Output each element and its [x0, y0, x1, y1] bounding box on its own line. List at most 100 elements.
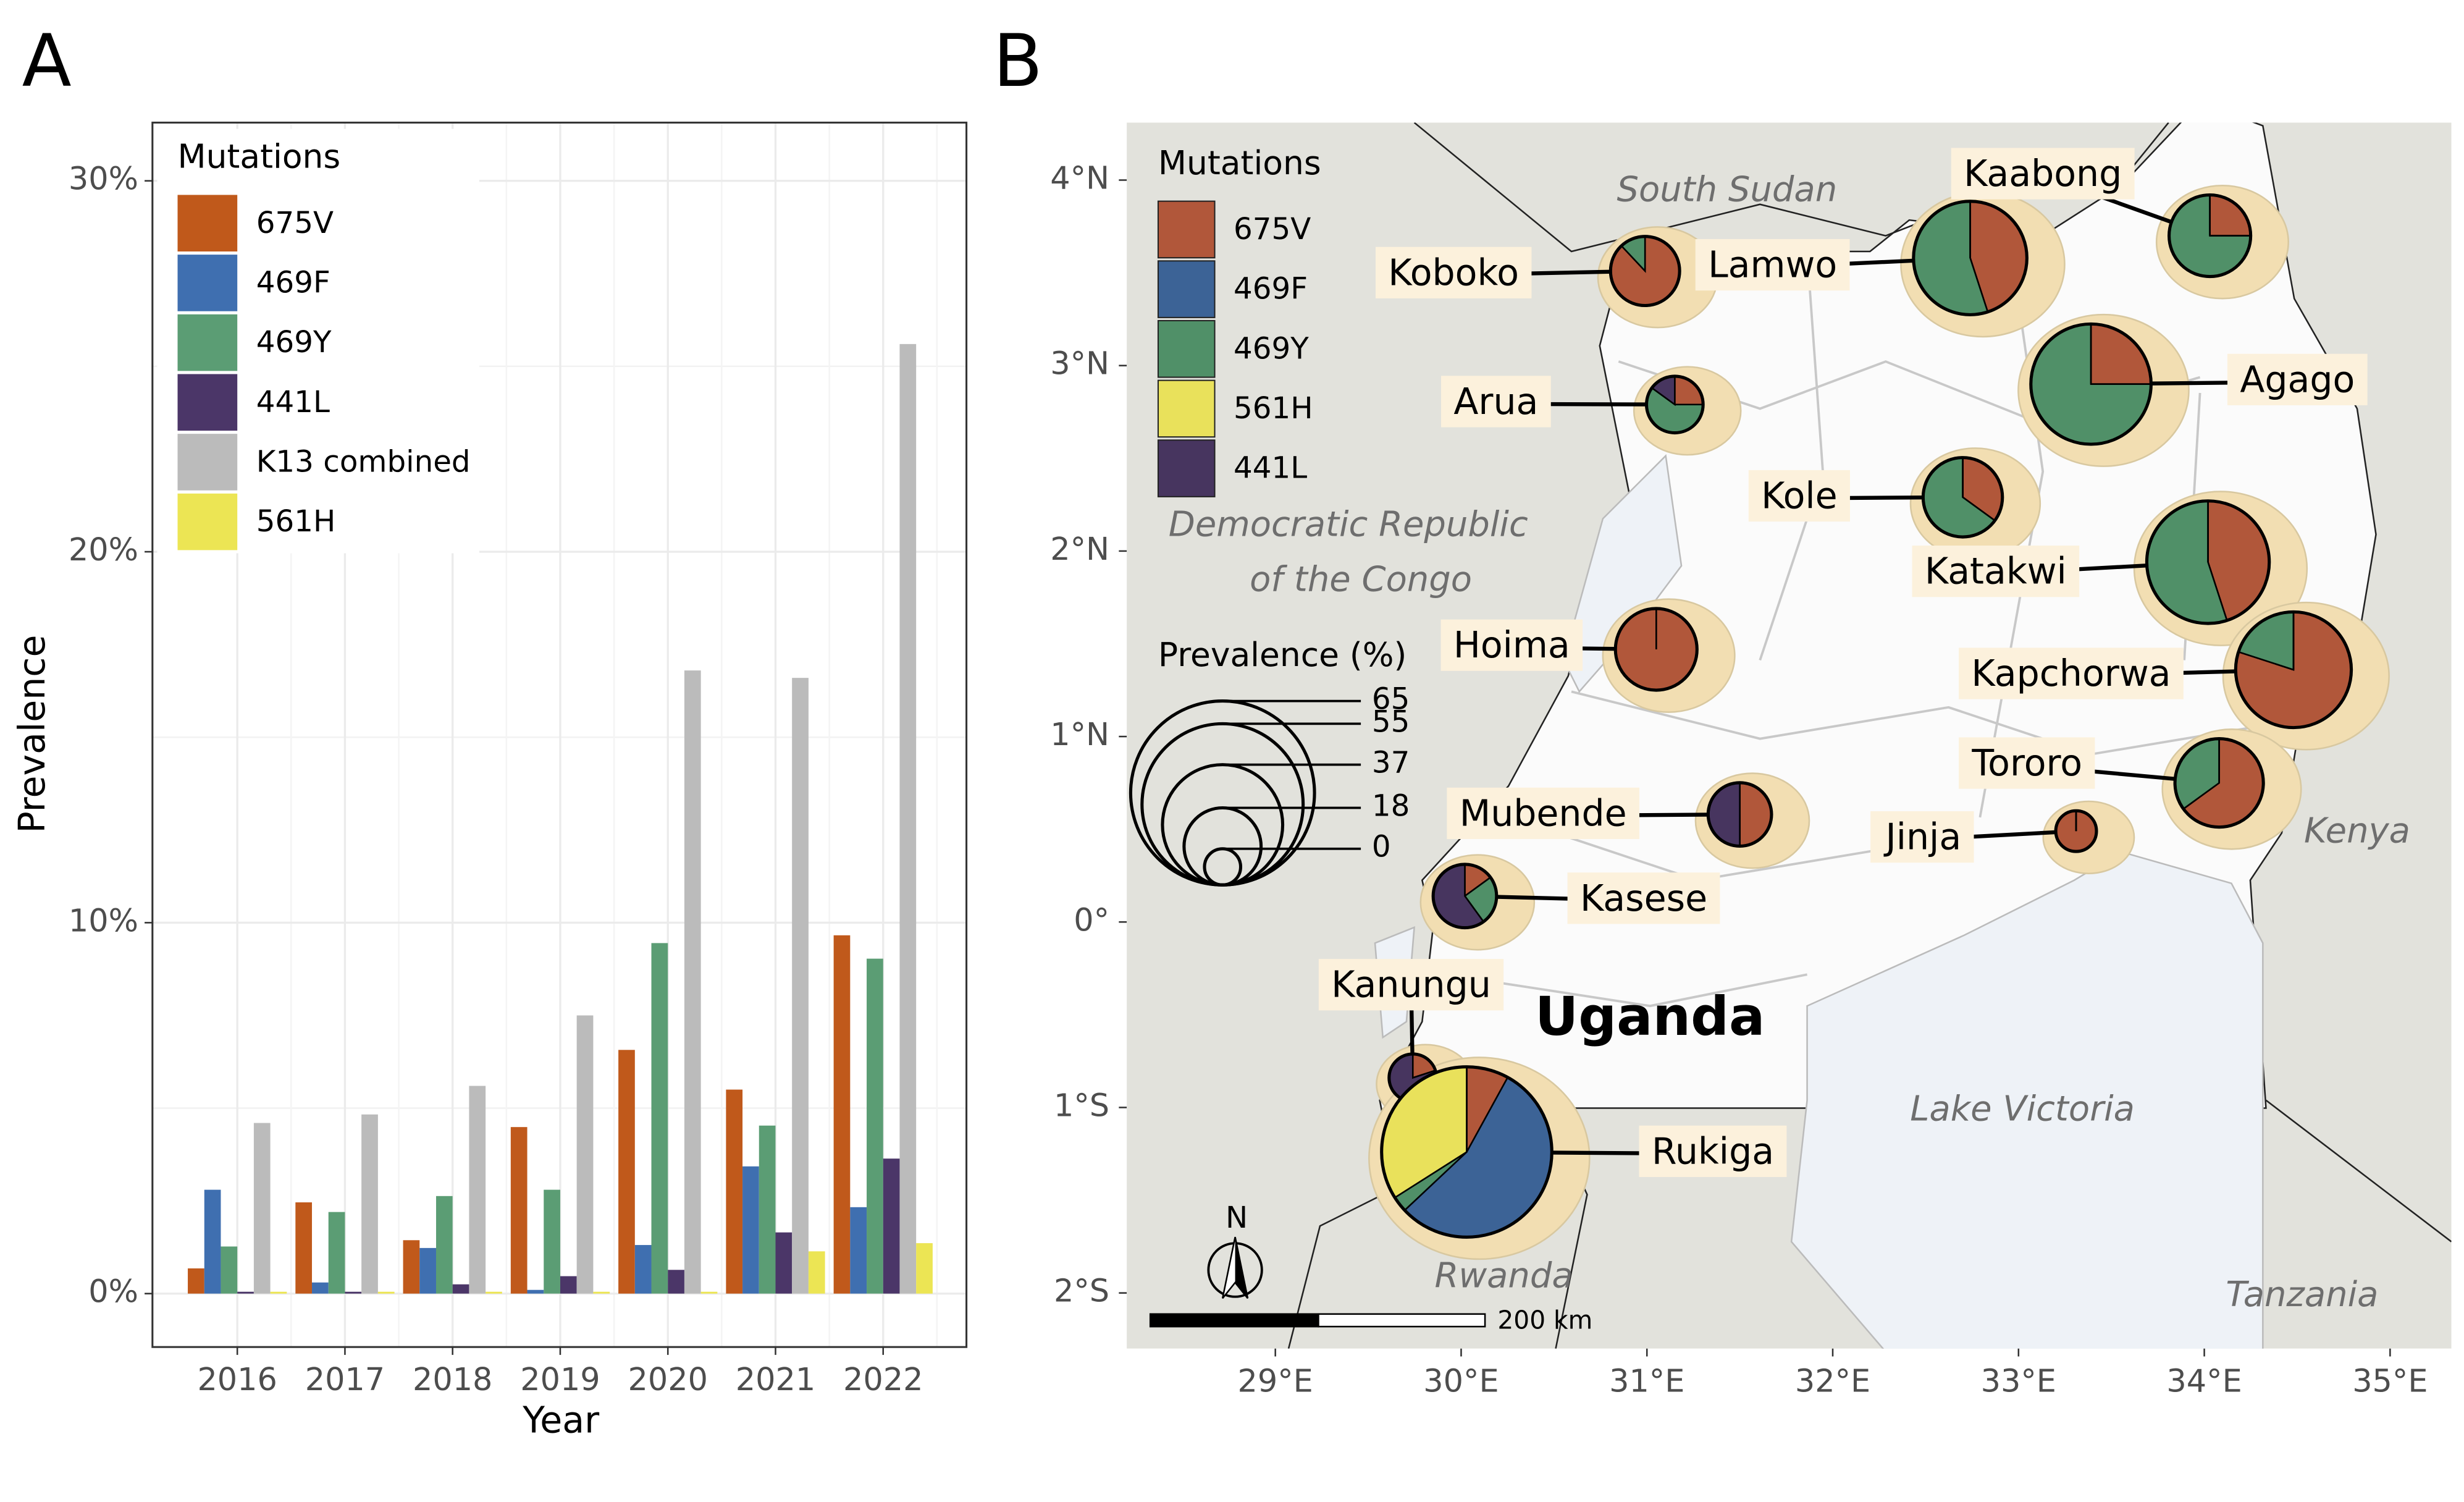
bar: [916, 1243, 933, 1294]
pie-outline: [2168, 193, 2253, 279]
border: [2265, 1099, 2452, 1243]
bar: [435, 1196, 453, 1294]
size-legend-title: Prevalence (%): [1158, 635, 1406, 674]
bar: [808, 1251, 825, 1294]
bar: [312, 1282, 329, 1294]
legend-key: [1157, 439, 1216, 497]
pie-outline: [2173, 737, 2265, 829]
district-label: Kasese: [1580, 877, 1707, 919]
bar: [377, 1291, 395, 1294]
district-label: Arua: [1453, 381, 1538, 423]
label-box: [1440, 619, 1583, 671]
place-label: Rwanda: [1435, 1255, 1573, 1296]
y-tick-label: 10%: [69, 902, 138, 939]
scale-label: 200 km: [1497, 1305, 1592, 1335]
y-tick-label: 0°: [1074, 901, 1109, 938]
pie-layer: [1380, 193, 2353, 1239]
district-label: Agago: [2240, 358, 2355, 400]
map-layer: Koboko Lamwo Kaabong Arua Agago Kole Katakwi Ho…: [1129, 148, 2390, 1260]
label-box: [1951, 148, 2135, 200]
legend-title: Mutations: [1158, 143, 1321, 182]
scale-bar: [1318, 1313, 1486, 1328]
size-legend-label: 55: [1372, 704, 1410, 739]
bar: [527, 1289, 544, 1294]
size-legend-label: 0: [1372, 830, 1391, 864]
legend-key: [177, 434, 238, 491]
scale-bar: [1149, 1313, 1319, 1328]
pie-outline: [1608, 235, 1681, 308]
x-tick-label: 32°E: [1795, 1363, 1870, 1399]
panel-label: A: [22, 19, 72, 103]
district-label: Jinja: [1883, 816, 1961, 858]
x-tick-label: 30°E: [1423, 1363, 1499, 1399]
legend-key: [1157, 319, 1216, 378]
bar: [593, 1291, 610, 1294]
bar: [668, 1270, 684, 1294]
bar: [684, 670, 701, 1294]
place-label: Democratic Republic: [1169, 504, 1528, 544]
pie-outline: [2054, 809, 2098, 853]
bar: [253, 1123, 271, 1294]
bar: [651, 943, 668, 1294]
district-label: Mubende: [1460, 792, 1627, 834]
label-box: [1567, 872, 1720, 924]
bar: [759, 1125, 776, 1294]
legend-key: [1157, 260, 1216, 318]
bar: [452, 1284, 469, 1294]
bar: [544, 1189, 560, 1294]
bar: [899, 344, 917, 1294]
district-label: Katakwi: [1925, 551, 2067, 593]
legend-label: 469Y: [256, 325, 332, 360]
legend-label: 561H: [256, 504, 336, 539]
legend-label: 469Y: [1234, 331, 1309, 366]
pie-outline: [1912, 200, 2029, 316]
legend-label: 441L: [256, 385, 330, 420]
pie-outline: [2029, 322, 2153, 446]
bar: [792, 678, 809, 1294]
legend-key: [177, 374, 238, 431]
x-tick-label: 29°E: [1238, 1363, 1313, 1399]
y-tick-label: 2°N: [1050, 531, 1109, 567]
x-tick-label: 34°E: [2166, 1363, 2242, 1399]
size-legend-label: 18: [1372, 789, 1410, 824]
y-tick-label: 30%: [69, 161, 138, 197]
label-box: [1639, 1125, 1787, 1178]
bar: [328, 1212, 345, 1294]
lake: [1790, 851, 2264, 1349]
bar: [726, 1089, 743, 1294]
legend-key: [1157, 379, 1216, 438]
place-label: of the Congo: [1250, 559, 1472, 599]
plot-border: [151, 121, 968, 1348]
legend-label: 469F: [256, 265, 330, 300]
place-label: Lake Victoria: [1910, 1089, 2135, 1129]
bar: [270, 1291, 287, 1294]
district-label: Hoima: [1453, 624, 1570, 666]
legend-label: 441L: [1234, 451, 1307, 486]
pie-outline: [1613, 607, 1699, 692]
legend-label: 675V: [256, 206, 334, 240]
label-box: [2227, 353, 2368, 405]
bar: [618, 1050, 635, 1294]
label-box: [1748, 470, 1850, 522]
place-label: Kenya: [2304, 811, 2410, 851]
bar: [403, 1240, 420, 1294]
size-legend-label: 65: [1372, 682, 1410, 717]
bar: [833, 935, 851, 1294]
label-box: [1441, 376, 1551, 428]
label-box: [1959, 648, 2184, 699]
bar: [486, 1291, 502, 1294]
label-box: [1912, 546, 2080, 597]
x-tick-label: 33°E: [1981, 1363, 2056, 1399]
bar: [188, 1268, 204, 1294]
pie-outline: [2145, 499, 2271, 625]
pie-outline: [1431, 863, 1499, 930]
pie-outline: [1921, 456, 2004, 539]
bar: [221, 1246, 238, 1294]
north-label: N: [1226, 1200, 1248, 1235]
label-box: [1870, 811, 1974, 863]
bar: [295, 1202, 313, 1294]
pie-outline: [1706, 781, 1773, 848]
bar: [419, 1247, 436, 1294]
legend-label: 469F: [1234, 272, 1308, 306]
bar: [469, 1086, 486, 1294]
